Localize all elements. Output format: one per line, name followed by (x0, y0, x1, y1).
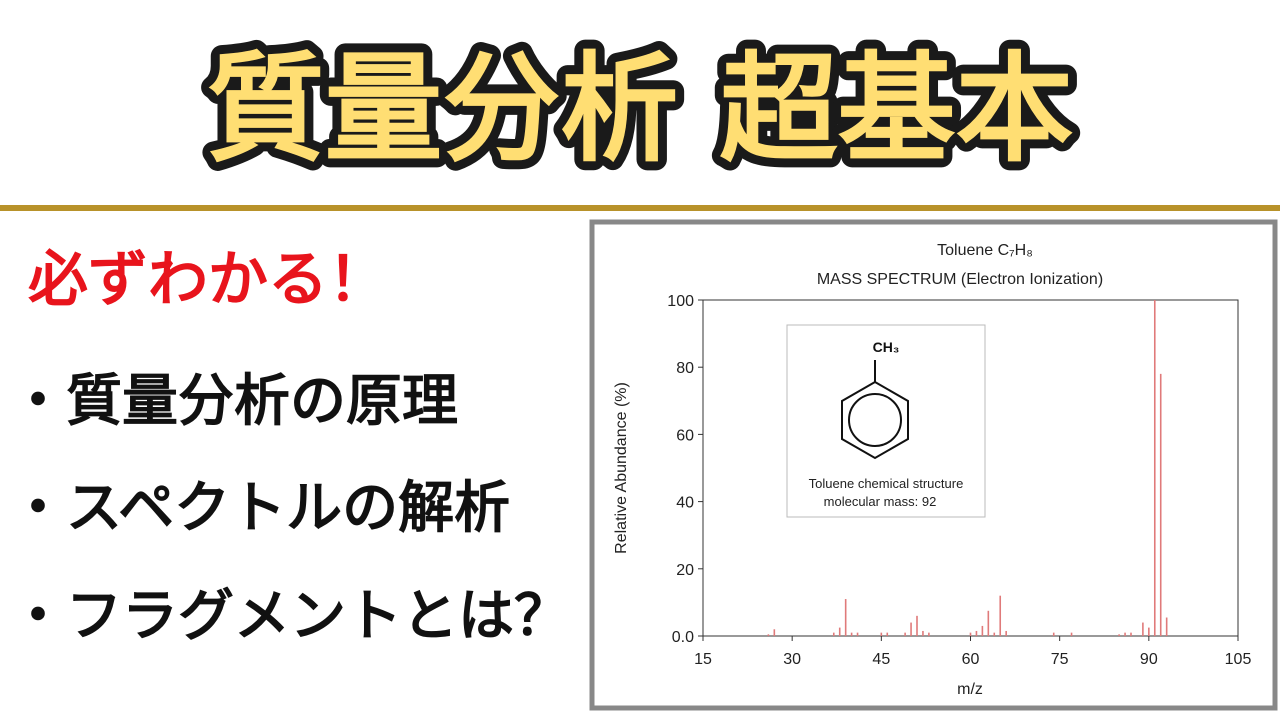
bullet: ・フラグメントとは？ (10, 584, 570, 649)
y-axis-label: Relative Abundance (%) (613, 382, 630, 554)
chart-subtitle: MASS SPECTRUM (Electron Ionization) (817, 271, 1103, 288)
y-tick-label: 40 (676, 495, 694, 512)
bullet: ・質量分析の原理 (10, 369, 458, 434)
aromatic-circle (848, 393, 902, 447)
benzene-ring (841, 380, 909, 460)
structure-mass: molecular mass: 92 (824, 494, 937, 509)
structure-caption: Toluene chemical structure (809, 476, 964, 491)
x-tick-label: 90 (1140, 651, 1158, 668)
y-tick-label: 20 (676, 562, 694, 579)
x-tick-label: 30 (783, 651, 801, 668)
methyl-label: CH₃ (873, 339, 900, 355)
x-tick-label: 15 (694, 651, 712, 668)
x-tick-label: 75 (1051, 651, 1069, 668)
y-tick-label: 60 (676, 427, 694, 444)
y-tick-label: 0.0 (672, 629, 694, 646)
tagline: 必ずわかる！ (28, 245, 388, 315)
y-tick-label: 80 (676, 360, 694, 377)
y-tick-label: 100 (667, 293, 694, 310)
title: 質量分析 超基本 (206, 40, 1073, 178)
x-tick-label: 60 (962, 651, 980, 668)
bullet: ・スペクトルの解析 (10, 476, 510, 541)
x-tick-label: 105 (1225, 651, 1252, 668)
x-axis-label: m/z (957, 681, 983, 698)
divider (0, 205, 1280, 211)
structure-box (786, 324, 986, 518)
x-tick-label: 45 (872, 651, 890, 668)
chart-title: Toluene C₇H₈ (937, 242, 1033, 259)
